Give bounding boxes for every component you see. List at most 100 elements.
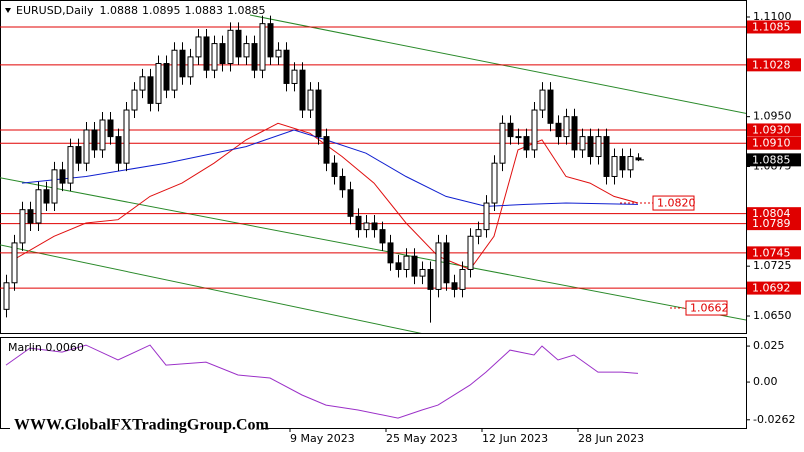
candle-body xyxy=(307,89,314,111)
chart-header: EURUSD,Daily 1.0888 1.0895 1.0883 1.0885 xyxy=(16,4,265,17)
level-label-box xyxy=(747,281,801,295)
candle-body xyxy=(203,36,210,71)
watermark-box xyxy=(10,413,262,438)
level-label-box xyxy=(747,58,801,72)
candle-body xyxy=(291,69,298,84)
indicator-y-tick-label: -0.0262 xyxy=(753,413,795,426)
candle-body xyxy=(243,43,250,58)
candle-body xyxy=(75,146,82,164)
candle-body xyxy=(331,162,338,177)
candle-body xyxy=(443,242,450,284)
candle-body xyxy=(59,169,66,184)
candle-body xyxy=(339,175,346,191)
candle-body xyxy=(451,282,458,290)
level-label: 1.0692 xyxy=(752,282,791,295)
main-panel xyxy=(0,0,747,334)
candle-body xyxy=(379,229,386,244)
x-tick-label: 28 Jun 2023 xyxy=(578,432,644,445)
candle-body xyxy=(267,23,274,58)
candle-body xyxy=(387,242,394,264)
candle-body xyxy=(371,222,378,231)
candle-body xyxy=(579,136,586,151)
level-label: 1.0745 xyxy=(752,246,791,259)
candle-body xyxy=(211,43,218,71)
candle-body xyxy=(251,43,258,71)
high-value: 1.0895 xyxy=(142,4,181,17)
candle-body xyxy=(459,268,466,290)
open-value: 1.0888 xyxy=(99,4,138,17)
indicator-y-tick-label: 0.025 xyxy=(753,339,785,352)
candle-body xyxy=(603,136,610,177)
y-tick-label: 1.0725 xyxy=(753,259,792,272)
candle-body xyxy=(515,136,522,139)
candle-body xyxy=(315,89,322,138)
annotation-label: 1.0662 xyxy=(690,302,729,315)
candle-body xyxy=(195,36,202,58)
candle-body xyxy=(347,189,354,217)
level-label: 1.1028 xyxy=(752,58,791,71)
y-tick-label: 1.0950 xyxy=(753,110,792,123)
watermark: WWW.GlobalFXTradingGroup.Com xyxy=(14,417,270,434)
annotation-box xyxy=(685,300,728,316)
level-label-box xyxy=(747,123,801,137)
level-label-box xyxy=(747,207,801,221)
moving-average xyxy=(21,129,639,207)
candle-body xyxy=(179,49,186,78)
level-label-box xyxy=(747,217,801,231)
y-tick-label: 1.0650 xyxy=(753,309,792,322)
symbol: EURUSD,Daily xyxy=(16,4,94,17)
candle-body xyxy=(67,146,74,184)
candle-body xyxy=(627,156,634,171)
candle-body xyxy=(139,76,146,91)
candle-body xyxy=(539,89,546,111)
trendline xyxy=(0,244,422,333)
current-price-label: 1.0885 xyxy=(752,153,791,166)
candle-body xyxy=(115,136,122,164)
candle-body xyxy=(571,116,578,151)
candle-body xyxy=(531,109,538,151)
candle-body xyxy=(435,242,442,290)
candle-body xyxy=(107,119,114,138)
candle-body xyxy=(123,109,130,164)
trendline xyxy=(0,177,746,321)
main-plot xyxy=(0,14,746,333)
candle-body xyxy=(323,136,330,164)
candle-body xyxy=(147,76,154,104)
candle-body xyxy=(595,136,602,158)
candle-body xyxy=(355,215,362,231)
level-label: 1.1085 xyxy=(752,20,791,33)
candle-body xyxy=(619,156,626,171)
candle-body xyxy=(523,136,530,151)
current-price-box xyxy=(747,153,801,167)
candle-body xyxy=(163,63,170,91)
low-value: 1.0883 xyxy=(184,4,223,17)
moving-average xyxy=(13,122,639,271)
candle-body xyxy=(19,209,26,244)
candle-body xyxy=(3,282,10,310)
candle-body xyxy=(491,162,498,204)
candle-body xyxy=(51,169,58,204)
candle-body xyxy=(547,89,554,124)
candle-body xyxy=(403,255,410,270)
candle-body xyxy=(131,89,138,111)
candle-body xyxy=(635,157,642,161)
candle-body xyxy=(171,49,178,91)
candle-body xyxy=(91,129,98,151)
candle-body xyxy=(35,189,42,224)
indicator-title: Marlin 0.0060 xyxy=(8,341,84,354)
candle-body xyxy=(411,255,418,277)
annotation-box xyxy=(652,195,695,211)
candle-body xyxy=(427,268,434,290)
level-label: 1.0789 xyxy=(752,217,791,230)
candle-body xyxy=(299,69,306,111)
level-label-box xyxy=(747,136,801,150)
candle-body xyxy=(99,119,106,151)
level-label: 1.0930 xyxy=(752,123,791,136)
symbol-icon xyxy=(5,8,11,13)
indicator-y-tick-label: 0.00 xyxy=(753,375,778,388)
candle-body xyxy=(507,122,514,138)
level-label-box xyxy=(747,246,801,260)
candle-body xyxy=(11,242,18,284)
indicator-plot xyxy=(5,344,639,419)
